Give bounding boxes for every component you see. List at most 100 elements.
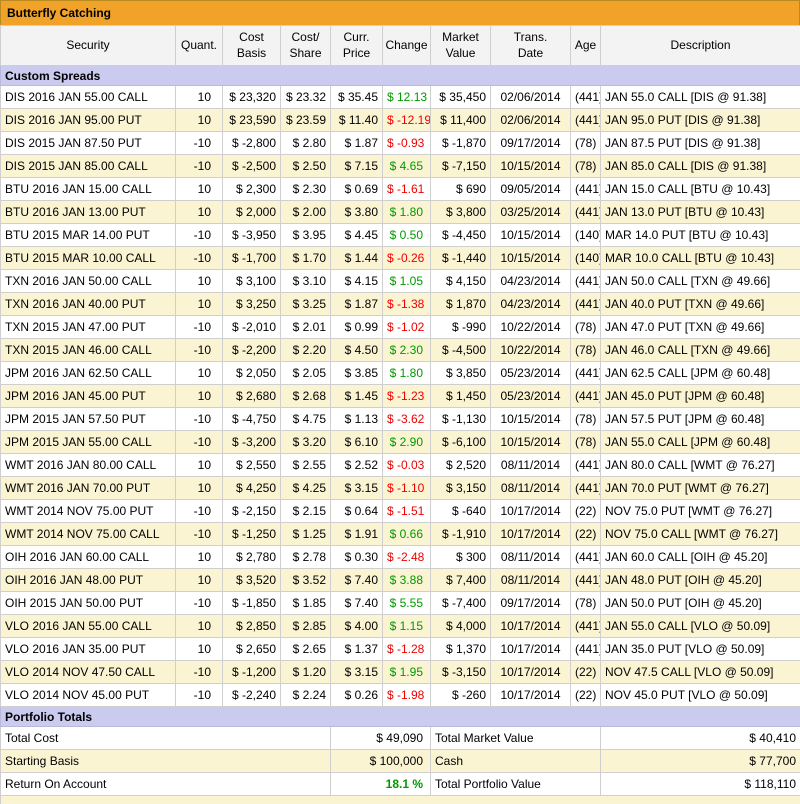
totals-value2: $ 40,410 [601,727,800,750]
cost-per-share-cell: $ 2.80 [281,132,331,155]
quantity-cell: -10 [176,684,223,707]
description-cell: JAN 46.0 CALL [TXN @ 49.66] [601,339,800,362]
quantity-cell: 10 [176,454,223,477]
cost-per-share-cell: $ 2.05 [281,362,331,385]
positions-table: Security Quant. Cost Basis Cost/ Share C… [0,25,800,804]
description-cell: JAN 80.0 CALL [WMT @ 76.27] [601,454,800,477]
transaction-date-cell: 10/17/2014 [491,500,571,523]
description-cell: JAN 35.0 PUT [VLO @ 50.09] [601,638,800,661]
section-header-portfolio-totals: Portfolio Totals [1,707,800,727]
change-cell: $ -1.10 [383,477,431,500]
quantity-cell: 10 [176,569,223,592]
description-cell: NOV 75.0 PUT [WMT @ 76.27] [601,500,800,523]
position-row: DIS 2015 JAN 87.50 PUT-10$ -2,800$ 2.80$… [1,132,800,155]
age-cell: (441) [571,86,601,109]
current-price-cell: $ 0.30 [331,546,383,569]
cost-per-share-cell: $ 3.52 [281,569,331,592]
quantity-cell: -10 [176,339,223,362]
current-price-cell: $ 1.13 [331,408,383,431]
current-price-cell: $ 4.50 [331,339,383,362]
position-row: JPM 2015 JAN 57.50 PUT-10$ -4,750$ 4.75$… [1,408,800,431]
market-value-cell: $ -1,440 [431,247,491,270]
current-price-cell: $ 1.91 [331,523,383,546]
current-price-cell: $ 3.80 [331,201,383,224]
section-title-custom-spreads: Custom Spreads [1,66,800,86]
description-cell: JAN 48.0 PUT [OIH @ 45.20] [601,569,800,592]
change-cell: $ -2.48 [383,546,431,569]
cost-per-share-cell: $ 3.20 [281,431,331,454]
age-cell: (441) [571,454,601,477]
market-value-cell: $ -1,130 [431,408,491,431]
age-cell: (441) [571,201,601,224]
description-cell: JAN 95.0 PUT [DIS @ 91.38] [601,109,800,132]
change-cell: $ -1.61 [383,178,431,201]
totals-label2: Cash [431,750,601,773]
age-cell: (140) [571,247,601,270]
age-cell: (441) [571,385,601,408]
transaction-date-cell: 10/17/2014 [491,523,571,546]
change-cell: $ 2.30 [383,339,431,362]
transaction-date-cell: 08/11/2014 [491,569,571,592]
description-cell: JAN 45.0 PUT [JPM @ 60.48] [601,385,800,408]
description-cell: JAN 40.0 PUT [TXN @ 49.66] [601,293,800,316]
cost-per-share-cell: $ 1.70 [281,247,331,270]
quantity-cell: 10 [176,270,223,293]
market-value-cell: $ -1,910 [431,523,491,546]
position-row: JPM 2015 JAN 55.00 CALL-10$ -3,200$ 3.20… [1,431,800,454]
current-price-cell: $ 0.69 [331,178,383,201]
description-cell: JAN 85.0 CALL [DIS @ 91.38] [601,155,800,178]
description-cell: MAR 10.0 CALL [BTU @ 10.43] [601,247,800,270]
col-header-cost-share: Cost/ Share [281,26,331,66]
quantity-cell: -10 [176,431,223,454]
cost-per-share-cell: $ 4.25 [281,477,331,500]
cost-basis-cell: $ 2,300 [223,178,281,201]
totals-label: Return On Account [1,773,331,796]
description-cell: JAN 15.0 CALL [BTU @ 10.43] [601,178,800,201]
quantity-cell: -10 [176,500,223,523]
position-row: OIH 2015 JAN 50.00 PUT-10$ -1,850$ 1.85$… [1,592,800,615]
position-row: VLO 2014 NOV 45.00 PUT-10$ -2,240$ 2.24$… [1,684,800,707]
current-price-cell: $ 35.45 [331,86,383,109]
age-cell: (78) [571,155,601,178]
market-value-cell: $ -4,450 [431,224,491,247]
cost-per-share-cell: $ 2.55 [281,454,331,477]
transaction-date-cell: 10/15/2014 [491,431,571,454]
change-cell: $ -1.38 [383,293,431,316]
cost-basis-cell: $ -2,010 [223,316,281,339]
cost-basis-cell: $ 4,250 [223,477,281,500]
cost-basis-cell: $ -3,950 [223,224,281,247]
cost-per-share-cell: $ 1.20 [281,661,331,684]
description-cell: NOV 47.5 CALL [VLO @ 50.09] [601,661,800,684]
change-cell: $ 1.95 [383,661,431,684]
description-cell: JAN 47.0 PUT [TXN @ 49.66] [601,316,800,339]
current-price-cell: $ 0.64 [331,500,383,523]
transaction-date-cell: 05/23/2014 [491,385,571,408]
market-value-cell: $ 300 [431,546,491,569]
security-cell: DIS 2016 JAN 95.00 PUT [1,109,176,132]
position-row: TXN 2015 JAN 46.00 CALL-10$ -2,200$ 2.20… [1,339,800,362]
transaction-date-cell: 10/15/2014 [491,247,571,270]
cost-basis-cell: $ 23,320 [223,86,281,109]
quantity-cell: -10 [176,155,223,178]
market-value-cell: $ 690 [431,178,491,201]
age-cell: (140) [571,224,601,247]
col-header-quantity: Quant. [176,26,223,66]
current-price-cell: $ 7.40 [331,592,383,615]
transaction-date-cell: 09/17/2014 [491,132,571,155]
quantity-cell: -10 [176,132,223,155]
totals-label: Starting Basis [1,750,331,773]
market-value-cell: $ 4,150 [431,270,491,293]
totals-value: 18.1 % [331,773,431,796]
market-value-cell: $ 1,370 [431,638,491,661]
quantity-cell: -10 [176,224,223,247]
age-cell: (441) [571,569,601,592]
cost-basis-cell: $ 3,520 [223,569,281,592]
cost-per-share-cell: $ 23.59 [281,109,331,132]
